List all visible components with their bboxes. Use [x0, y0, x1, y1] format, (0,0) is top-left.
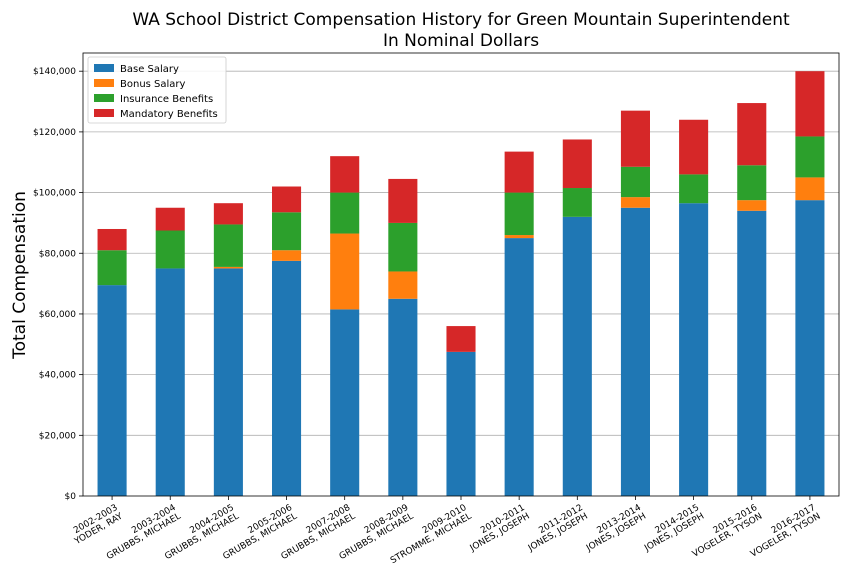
bar-segment	[620, 207, 650, 496]
bar-segment	[272, 260, 302, 496]
legend-swatch	[94, 79, 114, 87]
bar-segment	[155, 230, 185, 269]
y-tick-label: $40,000	[39, 371, 76, 381]
axes: $0 $20,000 $40,000 $60,000 $80,000 $100,000 $1…	[33, 52, 840, 566]
chart-title: WA School District Compensation History …	[132, 10, 790, 30]
y-tick-label: $60,000	[39, 310, 76, 320]
bar-segment	[272, 250, 302, 261]
legend: Base Salary Bonus Salary Insurance Benefit…	[87, 56, 227, 124]
chart-subtitle: In Nominal Dollars	[383, 31, 539, 51]
legend-entry: Insurance Benefits	[120, 94, 213, 105]
bar-segment	[679, 174, 709, 204]
bar-segment	[737, 165, 767, 201]
bar-segment	[737, 200, 767, 211]
bar-segment	[679, 119, 709, 175]
bar-segment	[330, 156, 360, 193]
bar-segment	[155, 207, 185, 231]
bar-segment	[446, 326, 476, 352]
bar-segment	[272, 186, 302, 213]
bar-segment	[795, 177, 825, 201]
bar-segment	[213, 266, 243, 269]
y-tick-label: $100,000	[33, 189, 76, 199]
legend-swatch	[94, 109, 114, 117]
legend-entry: Bonus Salary	[120, 79, 186, 90]
bar-segment	[213, 203, 243, 225]
bar-segment	[737, 103, 767, 166]
legend-entry: Base Salary	[120, 64, 179, 75]
bar-segment	[388, 271, 418, 299]
bar-segment	[620, 166, 650, 198]
bar-segment	[562, 216, 592, 497]
bar-segment	[795, 136, 825, 178]
bar-segment	[504, 151, 534, 193]
bar-segment	[388, 298, 418, 496]
legend-swatch	[94, 94, 114, 102]
y-tick-label: $120,000	[33, 128, 76, 138]
bar-segment	[330, 233, 360, 310]
bar-segment	[795, 71, 825, 137]
bars	[97, 71, 825, 497]
bar-segment	[330, 192, 360, 234]
bar-segment	[504, 235, 534, 239]
bar-segment	[562, 139, 592, 189]
bar-segment	[620, 197, 650, 208]
bar-segment	[504, 238, 534, 496]
y-tick-label: $80,000	[39, 249, 76, 259]
bar-segment	[213, 224, 243, 267]
bar-segment	[388, 222, 418, 272]
y-tick-label: $140,000	[33, 67, 76, 77]
bar-segment	[97, 285, 127, 496]
bar-segment	[737, 210, 767, 496]
bar-segment	[97, 228, 127, 251]
legend-box	[87, 56, 227, 124]
bar-segment	[504, 192, 534, 236]
bar-segment	[330, 309, 360, 496]
bar-segment	[388, 178, 418, 223]
bar-segment	[620, 110, 650, 167]
legend-entry: Mandatory Benefits	[120, 109, 218, 120]
bar-segment	[272, 212, 302, 251]
bar-segment	[155, 268, 185, 496]
legend-swatch	[94, 64, 114, 72]
bar-segment	[795, 200, 825, 497]
bar-segment	[679, 203, 709, 497]
plot-frame	[82, 52, 840, 497]
y-axis-label: Total Compensation	[10, 191, 30, 360]
bar-segment	[562, 188, 592, 217]
bar-segment	[97, 250, 127, 286]
y-tick-label: $0	[65, 492, 77, 502]
bar-segment	[446, 351, 476, 496]
y-tick-label: $20,000	[39, 431, 76, 441]
bar-segment	[213, 268, 243, 496]
